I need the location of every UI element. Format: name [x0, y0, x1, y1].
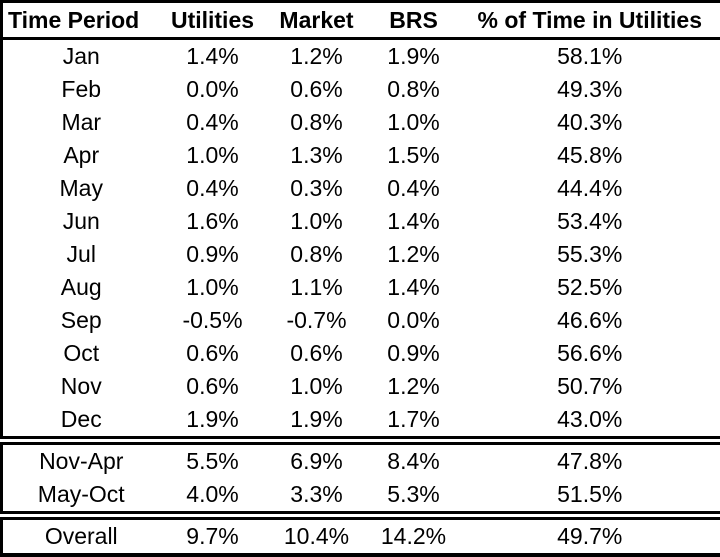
cell-market: 1.0%	[266, 205, 368, 238]
table-body: Jan 1.4% 1.2% 1.9% 58.1% Feb 0.0% 0.6% 0…	[2, 39, 720, 556]
cell-market: 0.6%	[266, 73, 368, 106]
cell-market: -0.7%	[266, 304, 368, 337]
cell-utilities: -0.5%	[160, 304, 266, 337]
cell-pct-time: 50.7%	[460, 370, 720, 403]
cell-period: Apr	[2, 139, 160, 172]
cell-brs: 1.5%	[368, 139, 460, 172]
cell-period: Oct	[2, 337, 160, 370]
table-row-sep: Sep -0.5% -0.7% 0.0% 46.6%	[2, 304, 720, 337]
cell-utilities: 5.5%	[160, 441, 266, 479]
cell-market: 10.4%	[266, 516, 368, 556]
cell-pct-time: 44.4%	[460, 172, 720, 205]
cell-market: 1.3%	[266, 139, 368, 172]
cell-utilities: 1.4%	[160, 39, 266, 74]
cell-market: 6.9%	[266, 441, 368, 479]
table-row-oct: Oct 0.6% 0.6% 0.9% 56.6%	[2, 337, 720, 370]
cell-period: Sep	[2, 304, 160, 337]
cell-period: Aug	[2, 271, 160, 304]
cell-period: Jul	[2, 238, 160, 271]
cell-pct-time: 55.3%	[460, 238, 720, 271]
table-row-jun: Jun 1.6% 1.0% 1.4% 53.4%	[2, 205, 720, 238]
table-row-apr: Apr 1.0% 1.3% 1.5% 45.8%	[2, 139, 720, 172]
cell-utilities: 0.6%	[160, 337, 266, 370]
cell-brs: 1.0%	[368, 106, 460, 139]
cell-pct-time: 51.5%	[460, 478, 720, 516]
table-row-dec: Dec 1.9% 1.9% 1.7% 43.0%	[2, 403, 720, 441]
table-row-feb: Feb 0.0% 0.6% 0.8% 49.3%	[2, 73, 720, 106]
col-header-utilities: Utilities	[160, 2, 266, 39]
cell-pct-time: 53.4%	[460, 205, 720, 238]
cell-utilities: 1.6%	[160, 205, 266, 238]
cell-market: 0.3%	[266, 172, 368, 205]
cell-market: 0.8%	[266, 106, 368, 139]
cell-pct-time: 43.0%	[460, 403, 720, 441]
cell-utilities: 4.0%	[160, 478, 266, 516]
table-row-mar: Mar 0.4% 0.8% 1.0% 40.3%	[2, 106, 720, 139]
cell-pct-time: 49.3%	[460, 73, 720, 106]
cell-period: Feb	[2, 73, 160, 106]
cell-period: Overall	[2, 516, 160, 556]
cell-brs: 0.8%	[368, 73, 460, 106]
table-row-jul: Jul 0.9% 0.8% 1.2% 55.3%	[2, 238, 720, 271]
cell-brs: 0.0%	[368, 304, 460, 337]
col-header-brs: BRS	[368, 2, 460, 39]
cell-pct-time: 47.8%	[460, 441, 720, 479]
cell-utilities: 1.0%	[160, 271, 266, 304]
table-row-nov-apr: Nov-Apr 5.5% 6.9% 8.4% 47.8%	[2, 441, 720, 479]
cell-brs: 1.4%	[368, 271, 460, 304]
cell-period: Nov	[2, 370, 160, 403]
cell-brs: 5.3%	[368, 478, 460, 516]
cell-market: 1.2%	[266, 39, 368, 74]
cell-brs: 14.2%	[368, 516, 460, 556]
cell-utilities: 0.9%	[160, 238, 266, 271]
cell-utilities: 1.9%	[160, 403, 266, 441]
cell-utilities: 0.0%	[160, 73, 266, 106]
cell-brs: 0.4%	[368, 172, 460, 205]
cell-market: 1.1%	[266, 271, 368, 304]
cell-brs: 1.2%	[368, 370, 460, 403]
cell-market: 0.6%	[266, 337, 368, 370]
cell-utilities: 0.4%	[160, 106, 266, 139]
cell-market: 1.0%	[266, 370, 368, 403]
table-row-aug: Aug 1.0% 1.1% 1.4% 52.5%	[2, 271, 720, 304]
cell-period: Mar	[2, 106, 160, 139]
table-row-overall: Overall 9.7% 10.4% 14.2% 49.7%	[2, 516, 720, 556]
cell-utilities: 9.7%	[160, 516, 266, 556]
table-row-jan: Jan 1.4% 1.2% 1.9% 58.1%	[2, 39, 720, 74]
cell-brs: 8.4%	[368, 441, 460, 479]
cell-pct-time: 46.6%	[460, 304, 720, 337]
cell-market: 3.3%	[266, 478, 368, 516]
cell-period: Jun	[2, 205, 160, 238]
table-row-may: May 0.4% 0.3% 0.4% 44.4%	[2, 172, 720, 205]
cell-period: Nov-Apr	[2, 441, 160, 479]
cell-market: 1.9%	[266, 403, 368, 441]
col-header-pct-time-utilities: % of Time in Utilities	[460, 2, 720, 39]
cell-utilities: 0.4%	[160, 172, 266, 205]
cell-pct-time: 58.1%	[460, 39, 720, 74]
header-row: Time Period Utilities Market BRS % of Ti…	[2, 2, 720, 39]
cell-period: May-Oct	[2, 478, 160, 516]
cell-pct-time: 45.8%	[460, 139, 720, 172]
col-header-market: Market	[266, 2, 368, 39]
cell-brs: 1.7%	[368, 403, 460, 441]
table-row-may-oct: May-Oct 4.0% 3.3% 5.3% 51.5%	[2, 478, 720, 516]
cell-utilities: 0.6%	[160, 370, 266, 403]
cell-brs: 1.9%	[368, 39, 460, 74]
cell-period: Jan	[2, 39, 160, 74]
cell-market: 0.8%	[266, 238, 368, 271]
cell-pct-time: 56.6%	[460, 337, 720, 370]
cell-utilities: 1.0%	[160, 139, 266, 172]
cell-pct-time: 40.3%	[460, 106, 720, 139]
cell-brs: 1.2%	[368, 238, 460, 271]
col-header-time-period: Time Period	[2, 2, 160, 39]
table-header: Time Period Utilities Market BRS % of Ti…	[2, 2, 720, 39]
cell-period: May	[2, 172, 160, 205]
table-row-nov: Nov 0.6% 1.0% 1.2% 50.7%	[2, 370, 720, 403]
cell-brs: 0.9%	[368, 337, 460, 370]
cell-brs: 1.4%	[368, 205, 460, 238]
cell-pct-time: 49.7%	[460, 516, 720, 556]
cell-pct-time: 52.5%	[460, 271, 720, 304]
cell-period: Dec	[2, 403, 160, 441]
